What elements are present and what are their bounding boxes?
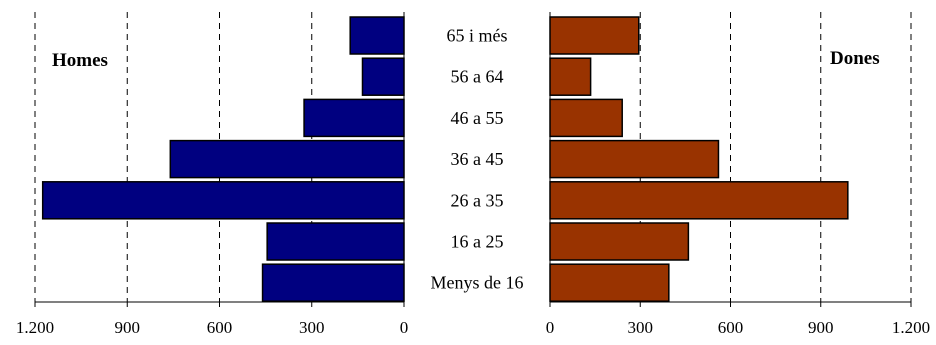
category-label-4: 26 a 35 [451,190,504,210]
category-label-0: 65 i més [447,26,508,46]
bar-dones-2 [549,98,623,138]
series-title-homes: Homes [52,50,108,71]
tick-label-left-1: 300 [299,318,325,337]
bar-homes-2 [303,98,405,138]
bar-homes-5 [266,222,405,261]
series-title-dones: Dones [830,48,880,69]
category-label-2: 46 a 55 [451,108,504,128]
bar-dones-1 [549,57,592,96]
bar-dones-3 [549,139,720,179]
bar-homes-0 [349,16,405,55]
category-label-6: Menys de 16 [431,273,524,293]
tick-label-left-2: 600 [207,318,233,337]
category-label-3: 36 a 45 [451,149,504,169]
tick-label-right-4: 1.200 [892,318,930,337]
tick-label-left-0: 0 [400,318,409,337]
category-label-5: 16 a 25 [451,232,504,252]
tick-label-left-3: 900 [115,318,141,337]
bar-dones-5 [549,222,690,261]
bar-dones-4 [549,181,849,220]
bar-homes-6 [261,263,405,302]
bar-dones-6 [549,263,670,302]
bar-homes-1 [361,57,405,96]
bar-homes-4 [41,181,405,220]
tick-label-right-3: 900 [808,318,834,337]
bar-homes-3 [169,139,405,179]
category-label-1: 56 a 64 [451,67,504,87]
tick-label-left-4: 1.200 [16,318,54,337]
tick-label-right-1: 300 [628,318,654,337]
tick-label-right-0: 0 [546,318,555,337]
tick-label-right-2: 600 [718,318,744,337]
bar-dones-0 [549,16,640,55]
